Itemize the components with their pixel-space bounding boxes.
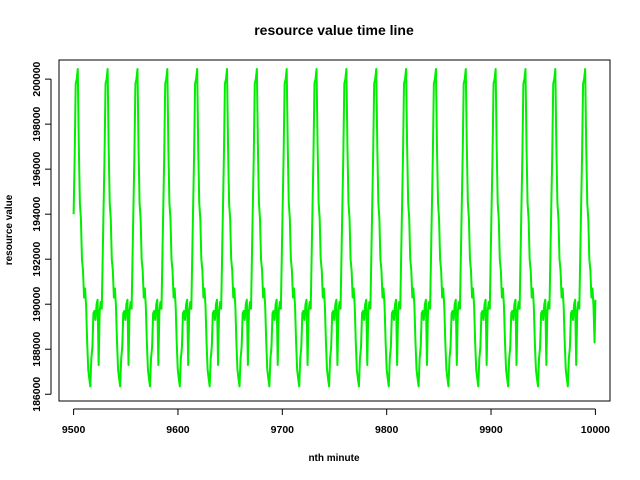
y-tick-label: 200000 bbox=[31, 61, 43, 96]
y-tick-label: 192000 bbox=[31, 242, 43, 277]
y-tick-label: 198000 bbox=[31, 106, 43, 141]
x-tick-label: 9600 bbox=[166, 424, 190, 436]
x-tick-label: 10000 bbox=[581, 424, 610, 436]
y-tick-label: 188000 bbox=[31, 332, 43, 367]
y-tick-label: 194000 bbox=[31, 197, 43, 232]
plot-frame bbox=[58, 59, 611, 402]
y-tick-label: 186000 bbox=[31, 377, 43, 412]
chart-title: resource value time line bbox=[254, 22, 414, 38]
x-axis-label: nth minute bbox=[308, 453, 360, 464]
x-tick-label: 9500 bbox=[62, 424, 86, 436]
x-tick-label: 9700 bbox=[271, 424, 295, 436]
y-axis: 186000 188000 190000 192000 194000 196000 1980… bbox=[31, 61, 52, 412]
y-axis-label: resource value bbox=[4, 194, 15, 265]
y-tick-label: 196000 bbox=[31, 151, 43, 186]
x-tick-label: 9900 bbox=[479, 424, 503, 436]
x-axis: 9500 9600 9700 9800 9900 10000 bbox=[62, 408, 610, 436]
x-tick-label: 9800 bbox=[375, 424, 399, 436]
y-tick-label: 190000 bbox=[31, 287, 43, 322]
series-line bbox=[72, 68, 597, 388]
